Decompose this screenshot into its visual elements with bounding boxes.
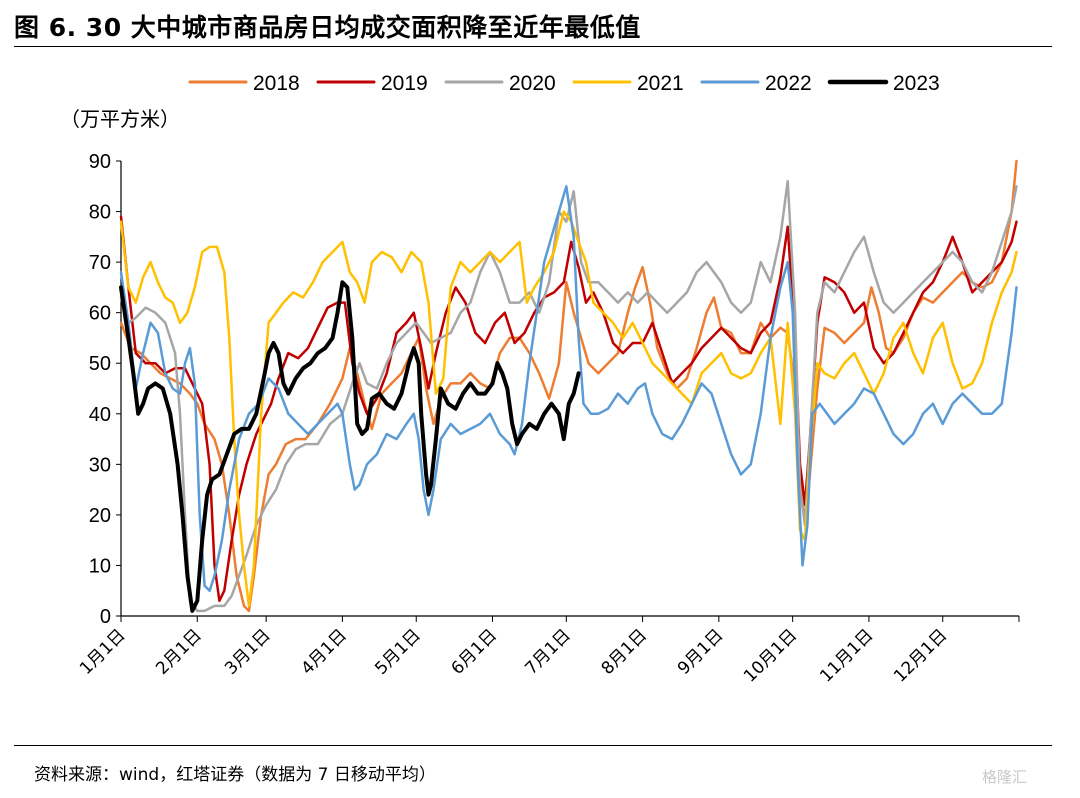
y-tick-label: 60 [89,303,111,325]
series-line-2023 [119,280,581,613]
legend-label-2021: 2021 [637,72,684,95]
legend-label-2020: 2020 [509,72,556,95]
x-tick-label: 11月1日 [816,625,877,686]
x-tick-label: 9月1日 [674,625,727,678]
x-tick-label: 3月1日 [221,625,274,678]
y-tick-label: 30 [89,454,111,476]
y-tick-label: 20 [89,505,111,527]
legend-label-2023: 2023 [893,72,940,95]
y-tick-label: 90 [89,151,111,173]
x-tick-label: 5月1日 [371,625,424,678]
y-tick-label: 80 [89,202,111,224]
x-tick-label: 6月1日 [448,625,501,678]
series-line-2021 [119,210,1018,608]
legend: 2018 2019 2020 2021 2022 2023 [188,72,940,95]
series-layer [119,159,1018,613]
x-tick-label: 1月1日 [76,625,129,678]
legend-label-2019: 2019 [381,72,428,95]
x-tick-label: 10月1日 [740,625,801,686]
legend-label-2018: 2018 [253,72,300,95]
series-line-2019 [119,215,1018,603]
x-tick-label: 12月1日 [890,625,951,686]
x-tick-label: 2月1日 [152,625,205,678]
title-rule [14,46,1052,47]
x-tick-label: 8月1日 [598,625,651,678]
y-tick-label: 40 [89,404,111,426]
y-tick-label: 10 [89,555,111,577]
source-note: 资料来源：wind，红塔证券（数据为 7 日移动平均） [34,765,436,785]
x-tick-label: 4月1日 [297,625,350,678]
y-tick-label: 50 [89,353,111,375]
legend-label-2022: 2022 [765,72,812,95]
unit-label: （万平方米） [60,107,180,131]
chart-title: 图 6. 30 大中城市商品房日均成交面积降至近年最低值 [14,13,641,42]
y-tick-label: 0 [100,606,111,628]
watermark: 格隆汇 [982,768,1028,786]
source-rule [14,745,1052,746]
y-tick-label: 70 [89,252,111,274]
x-tick-label: 7月1日 [521,625,574,678]
